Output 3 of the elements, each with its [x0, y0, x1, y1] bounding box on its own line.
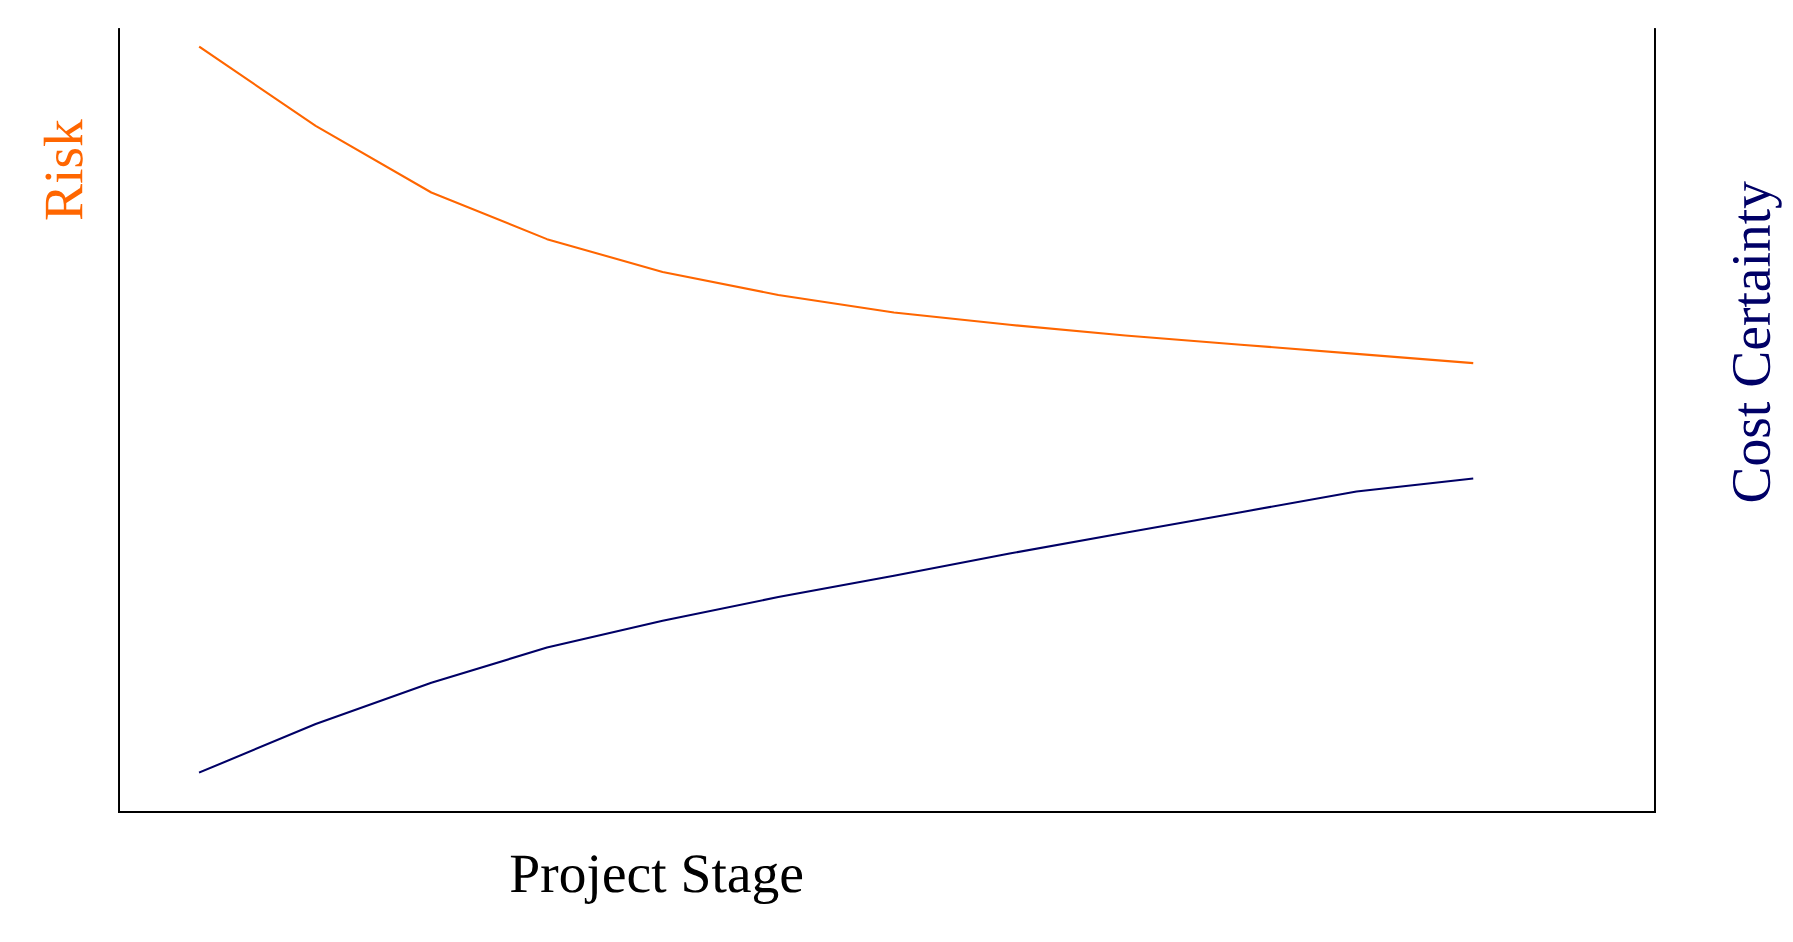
y2-axis-title: Cost Certainty: [1732, 181, 1782, 502]
x-axis-title: Project Stage: [510, 855, 803, 905]
y-axis-title: Risk: [43, 119, 83, 220]
